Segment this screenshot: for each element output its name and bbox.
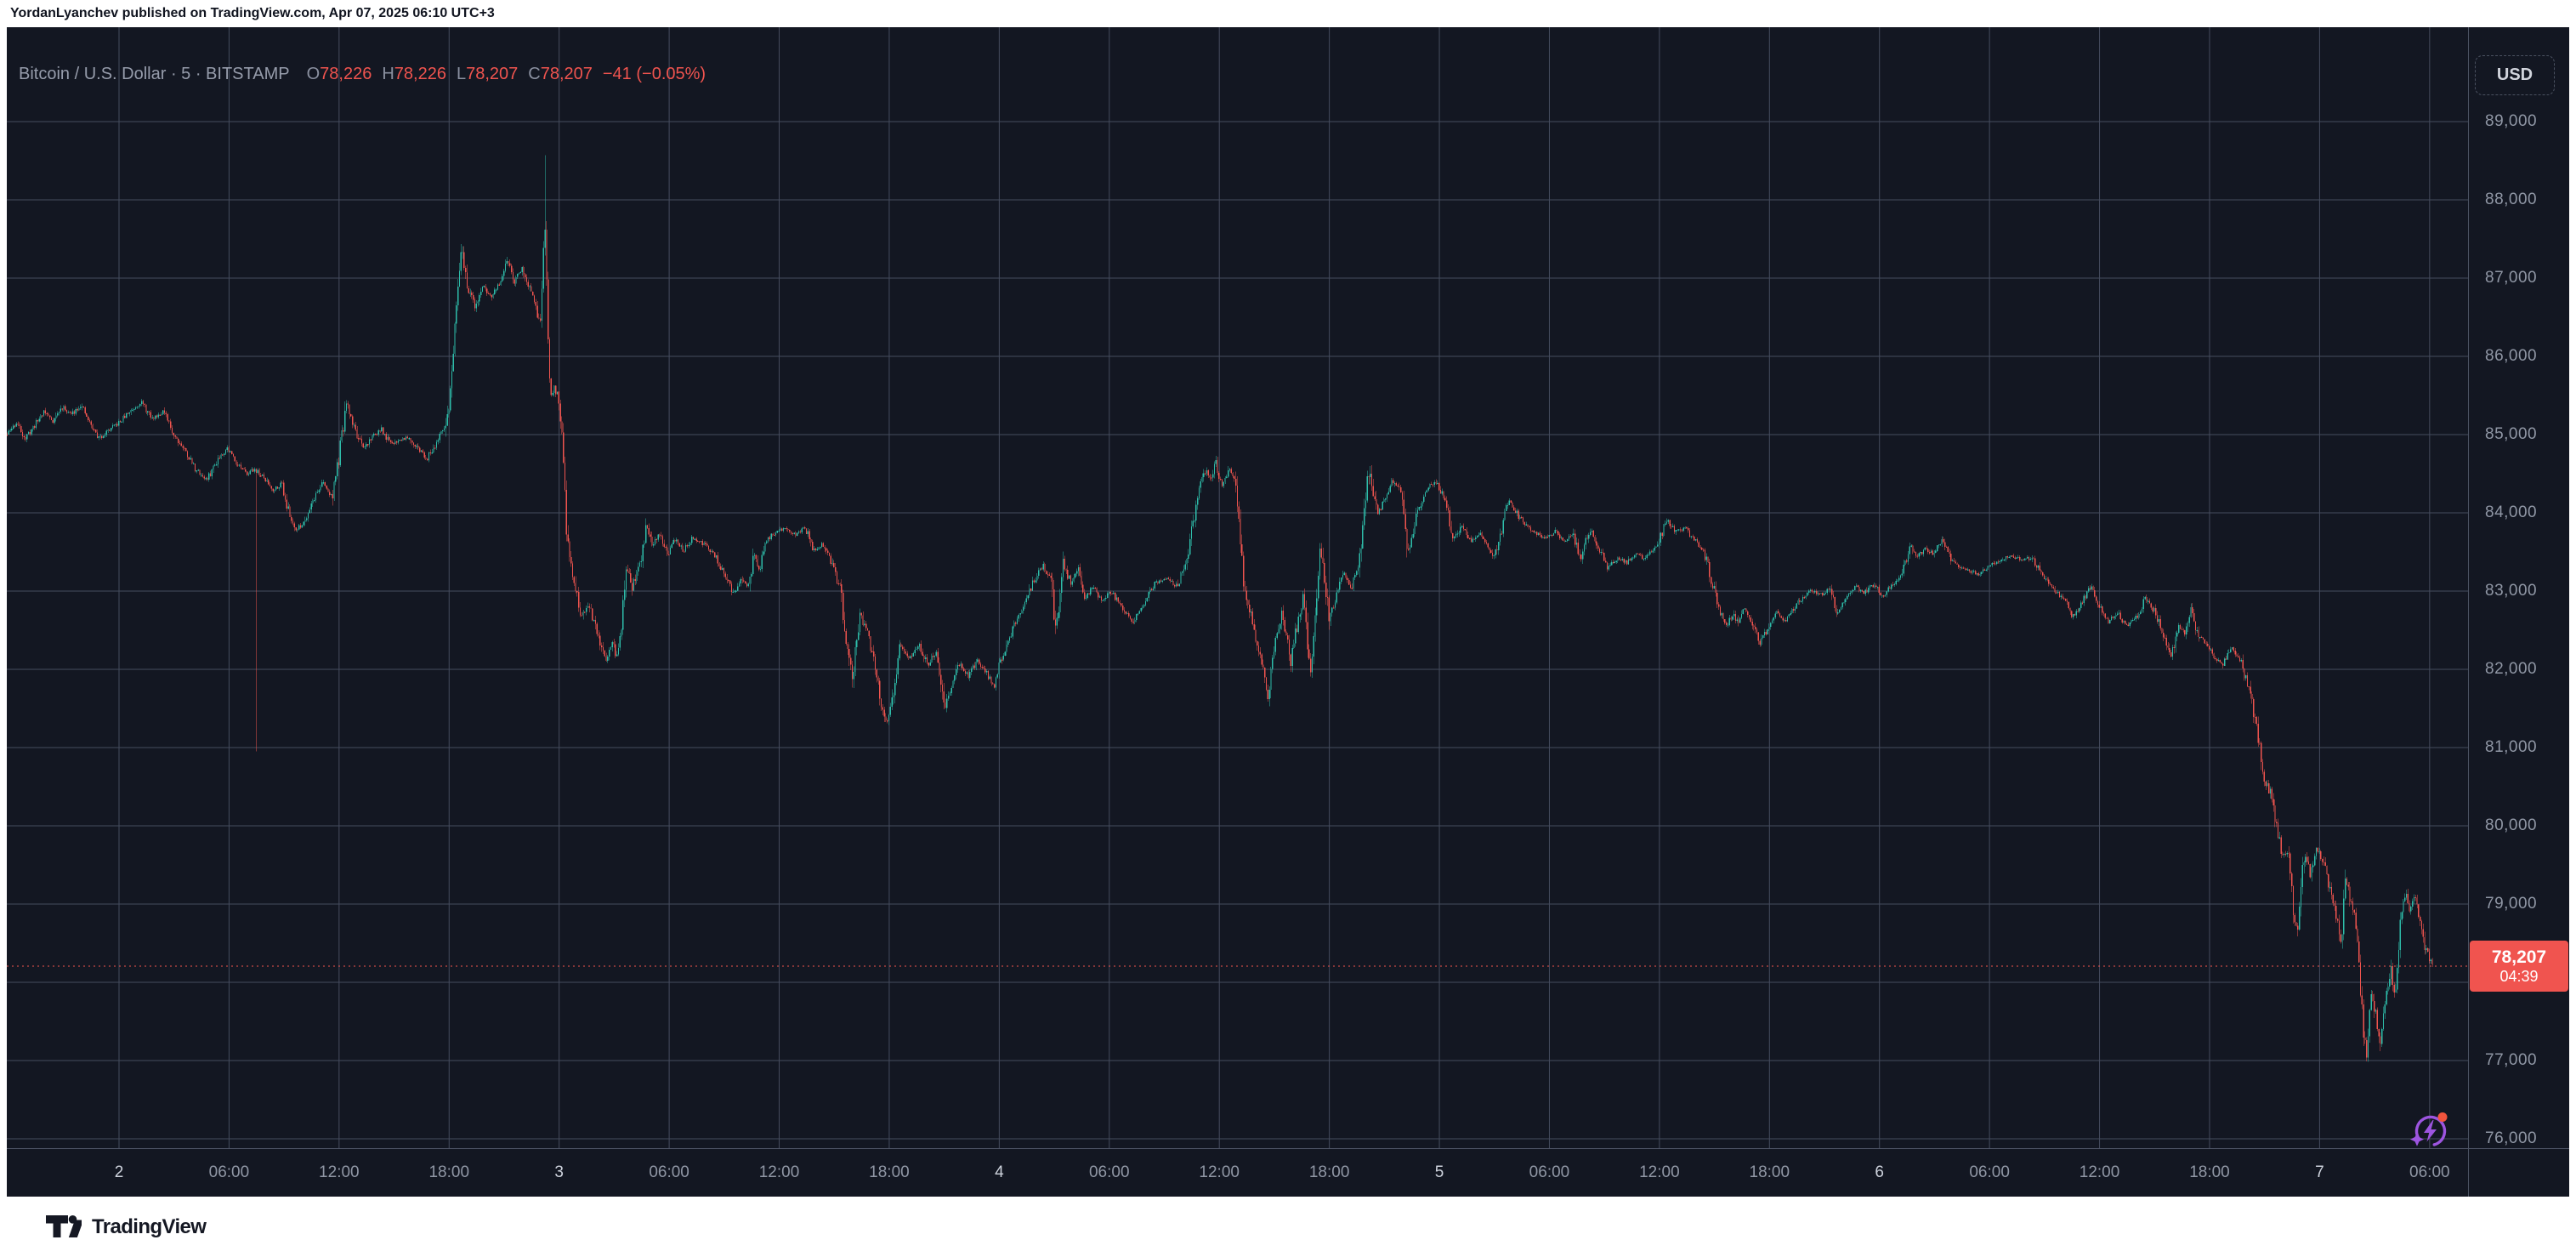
price-axis-label[interactable]: 77,000 [2485, 1051, 2538, 1069]
candle-countdown: 04:39 [2499, 967, 2539, 985]
time-axis-label[interactable]: 18:00 [1749, 1163, 1790, 1181]
grid-lines [7, 27, 2468, 1148]
ohlc-open: O78,226 [306, 65, 372, 83]
ohlc-high: H78,226 [382, 65, 446, 83]
price-axis-label[interactable]: 86,000 [2485, 347, 2538, 365]
time-axis[interactable]: 2 06:00 12:00 18:00 3 06:00 12:00 18:00 4 06:00 12… [7, 1148, 2468, 1197]
price-change: −41 (−0.05%) [602, 65, 706, 83]
sparkle-icon [2410, 1132, 2424, 1146]
price-axis-label[interactable]: 79,000 [2485, 895, 2538, 913]
time-axis-label[interactable]: 06:00 [649, 1163, 689, 1181]
footer: TradingView [0, 1197, 2576, 1257]
currency-toggle-button[interactable]: USD [2475, 55, 2555, 95]
ohlc-low: L78,207 [456, 65, 519, 83]
time-axis-label[interactable]: 18:00 [2189, 1163, 2230, 1181]
time-axis-label[interactable]: 18:00 [869, 1163, 910, 1181]
chart-area[interactable]: Bitcoin / U.S. Dollar · 5 · BITSTAMP O78,… [7, 27, 2569, 1197]
price-axis[interactable]: USD 78,207 04:39 89,000 88,000 87,000 86,00… [2468, 27, 2569, 1197]
time-axis-label[interactable]: 2 [114, 1163, 124, 1181]
time-axis-label[interactable]: 12:00 [1639, 1163, 1680, 1181]
time-axis-label[interactable]: 06:00 [208, 1163, 250, 1181]
tradingview-logo-icon[interactable] [46, 1214, 82, 1239]
price-axis-label[interactable]: 80,000 [2485, 816, 2538, 834]
ohlc-close: C78,207 [528, 65, 593, 83]
last-price-badge: 78,207 04:39 [2470, 940, 2568, 992]
time-axis-label[interactable]: 12:00 [2079, 1163, 2120, 1181]
time-axis-label[interactable]: 12:00 [1199, 1163, 1240, 1181]
price-axis-label[interactable]: 85,000 [2485, 425, 2538, 443]
publish-header-text: YordanLyanchev published on TradingView.… [10, 6, 495, 20]
lightning-bolt-icon [2424, 1120, 2437, 1142]
time-axis-label[interactable]: 7 [2315, 1163, 2324, 1181]
time-axis-label[interactable]: 06:00 [1969, 1163, 2010, 1181]
time-axis-label[interactable]: 5 [1434, 1163, 1444, 1181]
time-axis-label[interactable]: 3 [554, 1163, 564, 1181]
price-axis-label[interactable]: 88,000 [2485, 191, 2538, 208]
price-axis-label[interactable]: 81,000 [2485, 738, 2538, 756]
candles [7, 155, 2433, 1062]
price-axis-label[interactable]: 87,000 [2485, 269, 2538, 287]
chart-legend: Bitcoin / U.S. Dollar · 5 · BITSTAMP O78,… [19, 65, 706, 85]
price-axis-label[interactable]: 82,000 [2485, 660, 2538, 678]
candlestick-plot[interactable] [7, 27, 2468, 1148]
last-price-value: 78,207 [2491, 947, 2547, 967]
time-axis-label[interactable]: 12:00 [319, 1163, 360, 1181]
price-axis-label[interactable]: 84,000 [2485, 503, 2538, 521]
price-axis-label[interactable]: 89,000 [2485, 112, 2538, 130]
symbol-title[interactable]: Bitcoin / U.S. Dollar · 5 · BITSTAMP [19, 65, 290, 83]
time-axis-label[interactable]: 4 [995, 1163, 1004, 1181]
price-axis-label[interactable]: 83,000 [2485, 582, 2538, 600]
time-axis-label[interactable]: 06:00 [1529, 1163, 1570, 1181]
notification-dot [2437, 1112, 2448, 1122]
tradingview-logo-text[interactable]: TradingView [92, 1214, 207, 1238]
time-axis-label[interactable]: 12:00 [758, 1163, 800, 1181]
axis-corner-line [2468, 1148, 2569, 1149]
time-axis-label[interactable]: 6 [1875, 1163, 1885, 1181]
publish-header: YordanLyanchev published on TradingView.… [0, 0, 2576, 27]
ai-assistant-icon[interactable] [2408, 1107, 2454, 1153]
price-axis-label[interactable]: 76,000 [2485, 1129, 2538, 1147]
time-axis-label[interactable]: 06:00 [1088, 1163, 1130, 1181]
time-axis-label[interactable]: 18:00 [428, 1163, 470, 1181]
time-axis-label[interactable]: 18:00 [1308, 1163, 1350, 1181]
time-axis-label[interactable]: 06:00 [2409, 1163, 2450, 1181]
